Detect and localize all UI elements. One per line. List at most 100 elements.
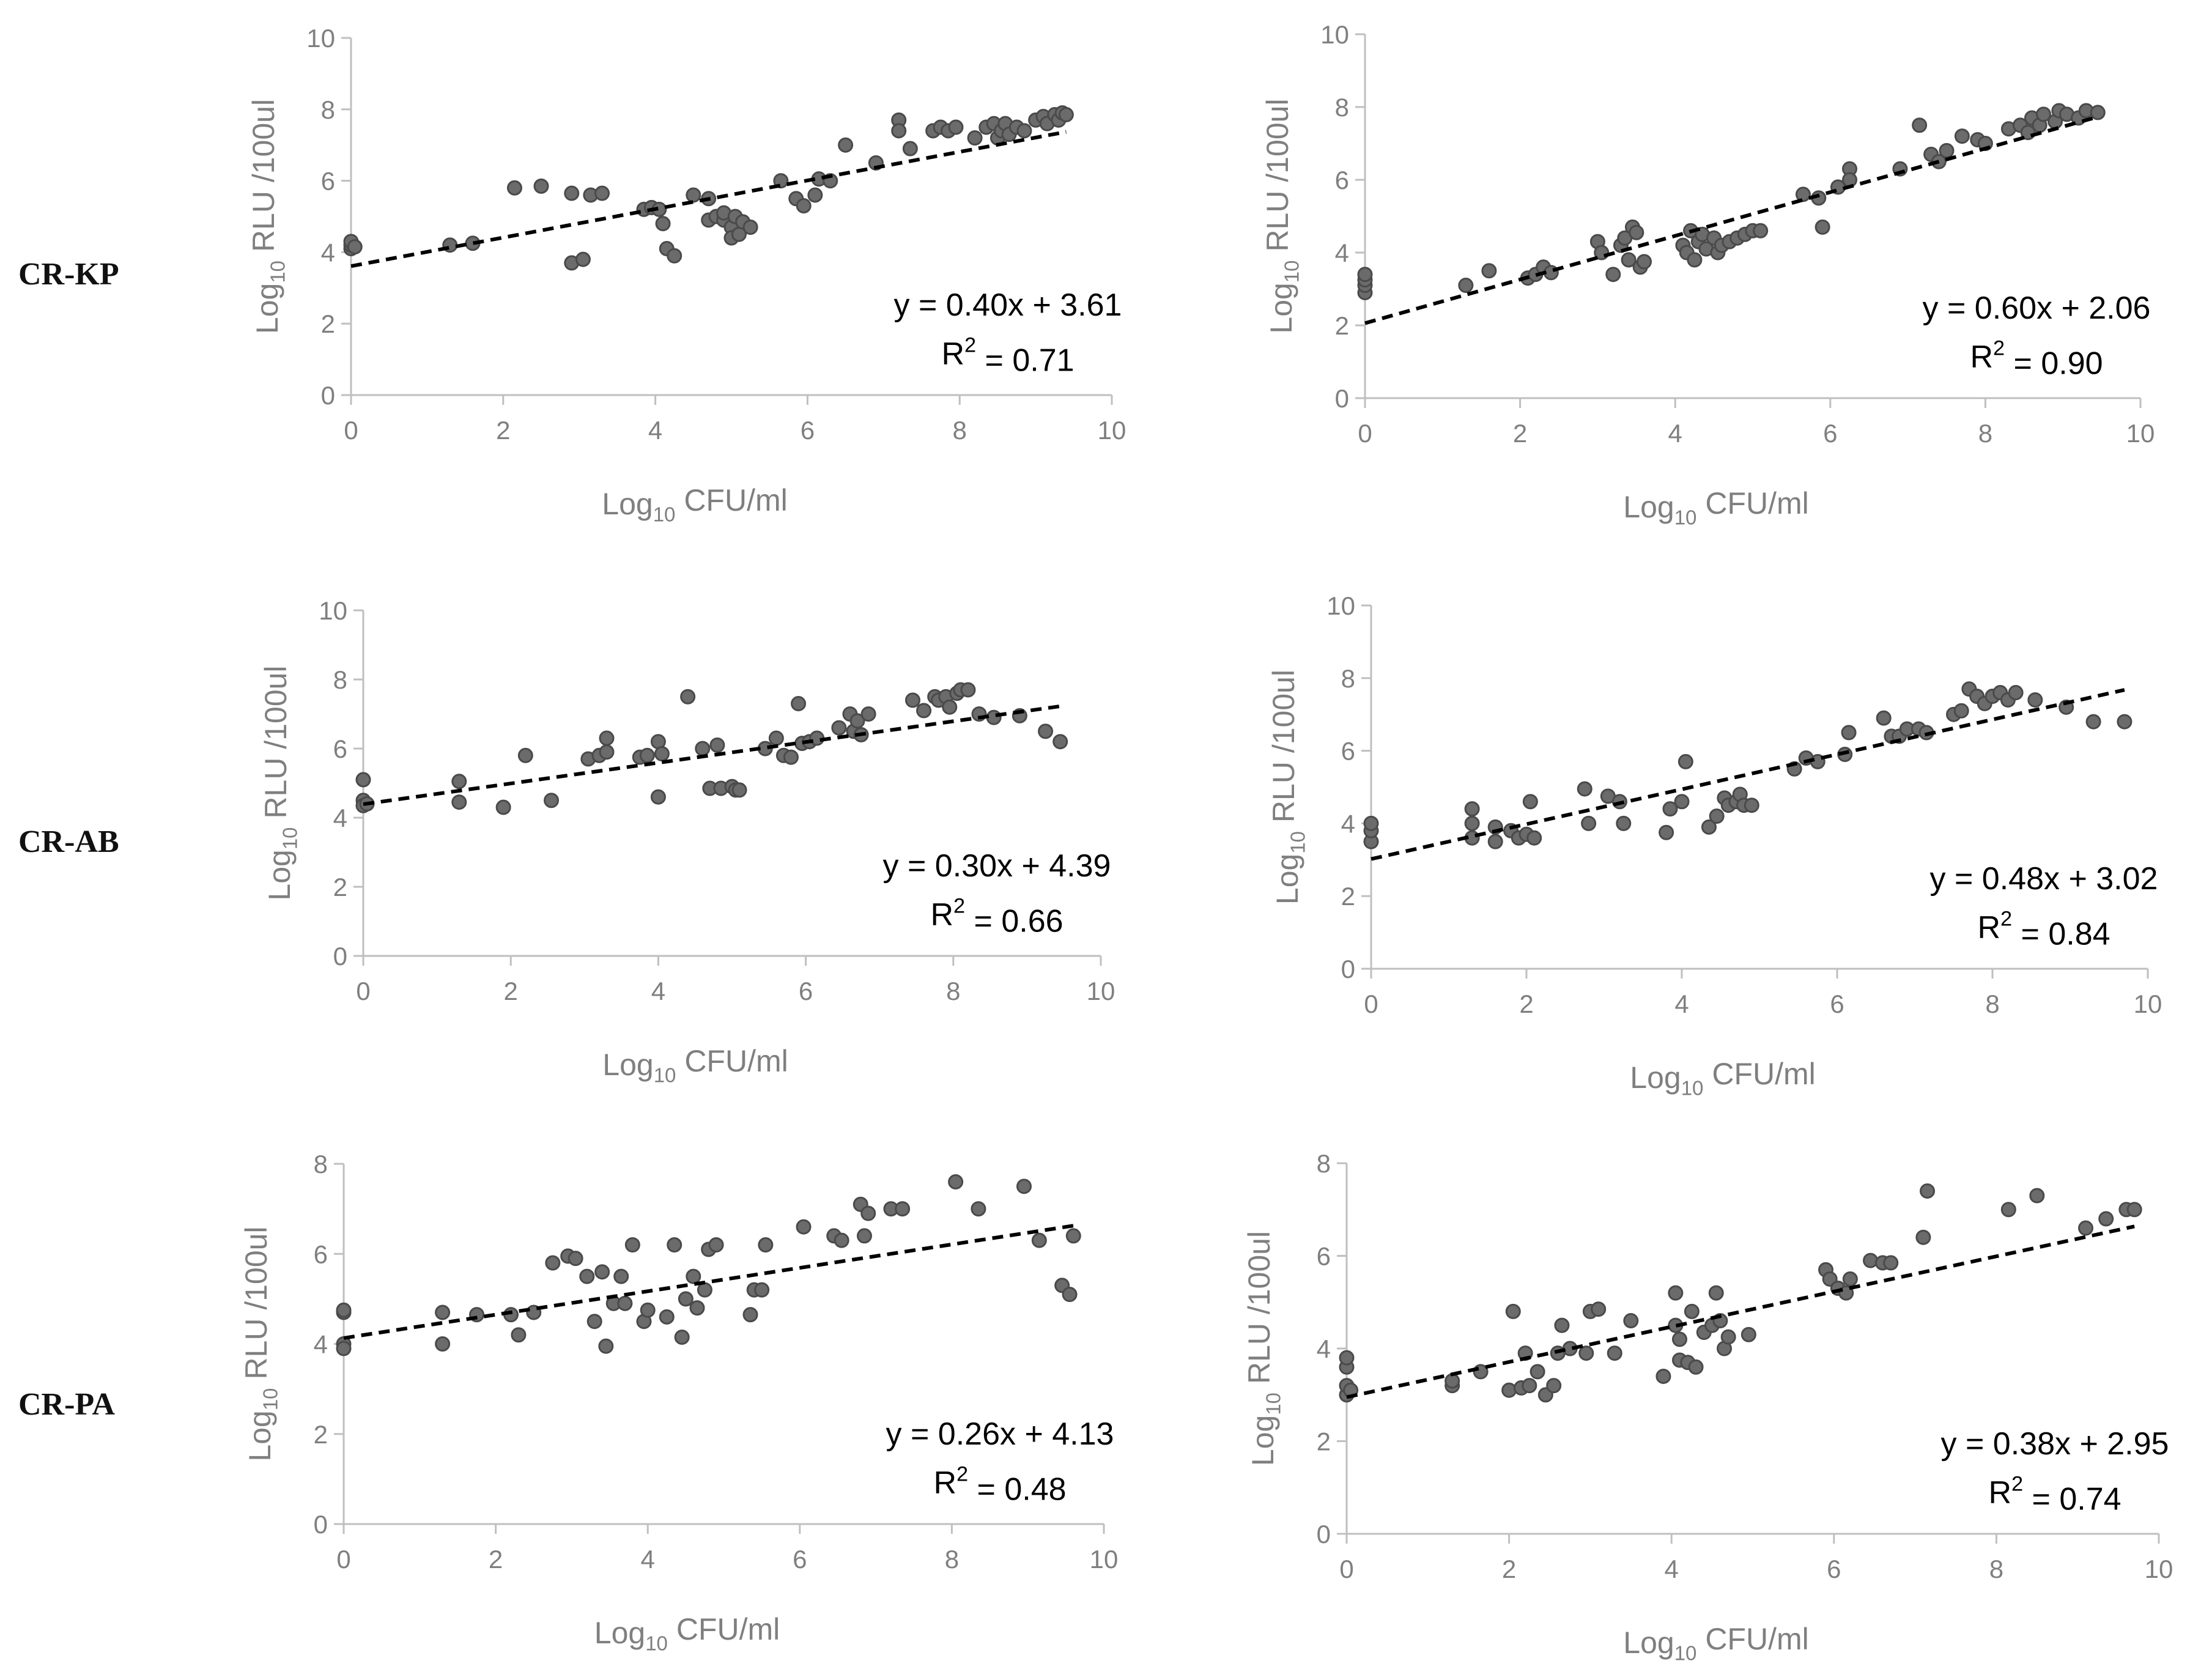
- x-tick-label: 0: [1364, 990, 1378, 1018]
- data-point: [1708, 1285, 1724, 1301]
- data-point: [1487, 834, 1503, 849]
- data-point: [796, 1219, 812, 1235]
- x-tick-label: 6: [1823, 419, 1837, 448]
- data-point: [506, 180, 522, 196]
- r-squared: R2 = 0.71: [941, 333, 1074, 378]
- r-squared: R2 = 0.48: [933, 1462, 1066, 1507]
- data-point: [680, 689, 696, 705]
- data-point: [655, 216, 671, 232]
- regression-equation: y = 0.48x + 3.02: [1930, 861, 2158, 897]
- data-point: [1546, 1378, 1562, 1394]
- data-point: [1684, 1303, 1700, 1319]
- x-tick-label: 10: [1090, 1545, 1119, 1574]
- data-point: [948, 1174, 964, 1190]
- y-tick-label: 2: [314, 1420, 328, 1449]
- data-point: [1605, 267, 1621, 283]
- data-point: [1464, 815, 1480, 831]
- row-label-cr-ab: CR-AB: [18, 824, 119, 859]
- data-point: [807, 187, 823, 203]
- data-point: [2029, 1188, 2045, 1204]
- data-point: [568, 1251, 583, 1267]
- x-tick-label: 8: [1989, 1555, 2003, 1583]
- data-point: [1668, 1285, 1684, 1301]
- data-point: [742, 220, 758, 235]
- data-point: [674, 1329, 690, 1345]
- data-point: [967, 130, 983, 146]
- data-point: [1526, 830, 1542, 846]
- data-point: [336, 1302, 352, 1318]
- r-squared: R2 = 0.66: [930, 894, 1063, 939]
- data-point: [1815, 219, 1830, 235]
- regression-equation: y = 0.38x + 2.95: [1941, 1426, 2169, 1462]
- y-tick-label: 10: [319, 596, 347, 625]
- trendline: [350, 130, 1067, 268]
- data-point: [948, 119, 964, 135]
- regression-equation: y = 0.40x + 3.61: [894, 287, 1122, 323]
- y-tick-label: 8: [1317, 1149, 1331, 1178]
- x-tick-label: 0: [1339, 1555, 1353, 1583]
- data-point: [916, 703, 932, 719]
- y-tick-label: 2: [1341, 882, 1355, 911]
- data-point: [768, 730, 784, 746]
- data-point: [2077, 1220, 2093, 1236]
- data-point: [451, 794, 467, 810]
- chart-crkp-left: 0 2 4 6 8 10 0 2 4 6 8 10 Log10 CFU/ml Log10 RLU /100…: [246, 24, 1126, 526]
- x-tick-label: 4: [641, 1545, 655, 1574]
- data-point: [1339, 1350, 1355, 1366]
- y-tick-label: 0: [1335, 384, 1349, 413]
- data-point: [667, 1237, 683, 1253]
- x-tick-label: 10: [1087, 977, 1115, 1005]
- data-point: [1065, 1228, 1081, 1244]
- x-tick-label: 4: [1668, 419, 1682, 448]
- data-point: [1501, 1382, 1517, 1398]
- data-point: [1915, 1229, 1931, 1245]
- y-tick-label: 0: [314, 1510, 328, 1539]
- data-point: [1481, 263, 1497, 279]
- x-tick-label: 2: [1513, 419, 1527, 448]
- y-tick-label: 6: [1317, 1242, 1331, 1271]
- data-point: [758, 1237, 774, 1253]
- x-tick-label: 0: [356, 977, 370, 1005]
- y-tick-label: 6: [333, 735, 347, 763]
- data-point: [1554, 1317, 1570, 1333]
- data-point: [834, 1232, 849, 1248]
- data-point: [754, 1282, 770, 1298]
- x-axis-title: Log10 CFU/ml: [1630, 1057, 1815, 1100]
- regression-equation: y = 0.30x + 4.39: [883, 848, 1111, 884]
- y-axis-title: Log10 RLU /100ul: [1242, 1231, 1285, 1466]
- x-tick-label: 2: [489, 1545, 503, 1574]
- data-point: [594, 185, 610, 201]
- trendline: [363, 704, 1061, 806]
- data-point: [617, 1295, 633, 1311]
- r-squared: R2 = 0.74: [1988, 1472, 2121, 1517]
- y-tick-label: 6: [314, 1240, 328, 1268]
- data-point: [695, 741, 711, 757]
- x-tick-label: 4: [1665, 1555, 1679, 1583]
- data-point: [1458, 278, 1474, 294]
- data-point: [1939, 142, 1955, 158]
- y-tick-label: 8: [314, 1150, 328, 1179]
- data-point: [2000, 1202, 2016, 1218]
- row-label-cr-kp: CR-KP: [18, 257, 119, 292]
- data-point: [533, 178, 549, 194]
- y-axis-title: Log10 RLU /100ul: [1260, 98, 1303, 333]
- y-tick-label: 4: [321, 238, 335, 267]
- data-point: [451, 774, 467, 790]
- x-tick-label: 8: [1985, 990, 1999, 1018]
- data-point: [1357, 267, 1373, 283]
- data-point: [594, 1264, 610, 1280]
- data-point: [891, 123, 907, 139]
- x-axis-title: Log10 CFU/ml: [602, 1044, 788, 1087]
- x-tick-label: 4: [651, 977, 665, 1005]
- data-point: [545, 1255, 561, 1271]
- data-point: [1016, 123, 1032, 139]
- data-point: [1591, 1301, 1607, 1317]
- data-point: [1920, 1183, 1936, 1199]
- data-point: [697, 1282, 712, 1298]
- data-point: [2027, 692, 2043, 708]
- data-point: [1876, 710, 1892, 726]
- data-point: [599, 744, 615, 760]
- data-point: [942, 699, 958, 715]
- y-tick-label: 10: [1326, 591, 1355, 620]
- data-point: [783, 749, 799, 765]
